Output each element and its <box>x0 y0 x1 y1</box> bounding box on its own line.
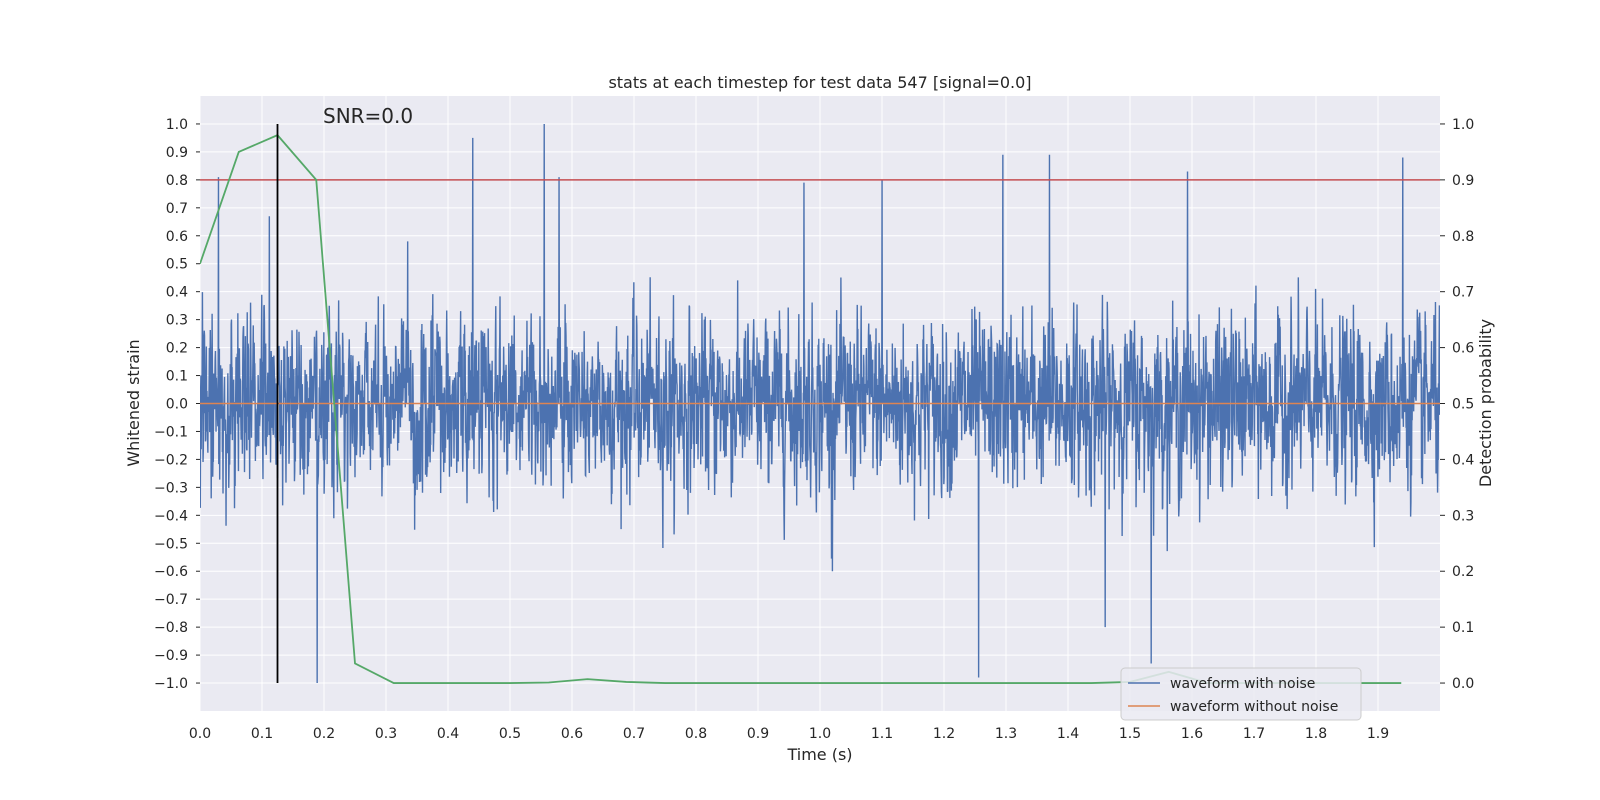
x-tick-label: 0.2 <box>313 726 335 742</box>
y-right-tick-label: 0.0 <box>1452 676 1474 692</box>
waveform-with-noise-line <box>200 123 1440 684</box>
y-right-axis-label: Detection probability <box>1476 319 1495 487</box>
x-tick-label: 0.0 <box>189 726 211 742</box>
y-tick-label: 0.1 <box>166 369 188 385</box>
y-tick-label: −0.4 <box>154 508 188 524</box>
y-tick-label: 0.4 <box>166 285 188 301</box>
y-tick-label: 0.0 <box>166 397 188 413</box>
x-tick-label: 1.5 <box>1119 726 1141 742</box>
legend: waveform with noise waveform without noi… <box>1120 667 1362 721</box>
x-tick-label: 1.7 <box>1243 726 1265 742</box>
y-tick-label: 0.7 <box>166 201 188 217</box>
x-tick-label: 1.0 <box>809 726 831 742</box>
y-tick-label: −0.3 <box>154 480 188 496</box>
y-tick-label: 0.5 <box>166 257 188 273</box>
x-tick-label: 0.5 <box>499 726 521 742</box>
y-tick-label: 0.6 <box>166 229 188 245</box>
y-right-tick-label: 0.5 <box>1452 397 1474 413</box>
y-tick-label: 0.9 <box>166 145 188 161</box>
x-axis-label: Time (s) <box>786 745 852 764</box>
legend-label-clean: waveform without noise <box>1170 699 1338 715</box>
y-right-tick-label: 0.6 <box>1452 341 1474 357</box>
y-right-tick-label: 0.2 <box>1452 564 1474 580</box>
waveform-with-noise-series <box>200 123 1440 684</box>
y-right-tick-label: 0.3 <box>1452 508 1474 524</box>
x-tick-label: 1.4 <box>1057 726 1079 742</box>
y-tick-label: −0.8 <box>154 620 188 636</box>
x-axis-ticks: 0.0 0.1 0.2 0.3 0.4 0.5 0.6 0.7 0.8 0.9 1.0 1.1 1.2 1… <box>189 726 1389 742</box>
y-tick-label: −0.5 <box>154 536 188 552</box>
x-tick-label: 1.6 <box>1181 726 1203 742</box>
x-tick-label: 0.1 <box>251 726 273 742</box>
y-right-tick-label: 0.9 <box>1452 173 1474 189</box>
y-axis-label: Whitened strain <box>124 339 143 466</box>
legend-box <box>1120 667 1362 721</box>
y-tick-label: 0.8 <box>166 173 188 189</box>
x-tick-label: 1.1 <box>871 726 893 742</box>
chart-title: stats at each timestep for test data 547… <box>608 73 1031 92</box>
x-tick-label: 1.2 <box>933 726 955 742</box>
x-tick-label: 1.3 <box>995 726 1017 742</box>
x-tick-label: 0.3 <box>375 726 397 742</box>
y-tick-label: −0.7 <box>154 592 188 608</box>
y-tick-label: −0.2 <box>154 452 188 468</box>
y-tick-label: −0.9 <box>154 648 188 664</box>
y-right-tick-label: 0.1 <box>1452 620 1474 636</box>
x-tick-label: 0.4 <box>437 726 459 742</box>
legend-label-noise: waveform with noise <box>1170 676 1315 692</box>
y-right-tick-label: 0.7 <box>1452 285 1474 301</box>
y-tick-label: −1.0 <box>154 676 188 692</box>
y-tick-label: −0.1 <box>154 424 188 440</box>
x-tick-label: 1.8 <box>1305 726 1327 742</box>
x-tick-label: 0.8 <box>685 726 707 742</box>
y-tick-label: −0.6 <box>154 564 188 580</box>
y-axis-ticks: 1.0 0.9 0.8 0.7 0.6 0.5 0.4 0.3 0.2 0.1 0.0 −0.1 −0.… <box>154 117 200 692</box>
y-right-axis-ticks: 1.0 0.9 0.8 0.7 0.6 0.5 0.4 0.3 0.2 0.1 0.0 <box>1440 117 1474 692</box>
y-tick-label: 0.2 <box>166 341 188 357</box>
y-tick-label: 1.0 <box>166 117 188 133</box>
snr-annotation: SNR=0.0 <box>323 104 413 128</box>
y-tick-label: 0.3 <box>166 313 188 329</box>
x-tick-label: 0.6 <box>561 726 583 742</box>
x-tick-label: 0.7 <box>623 726 645 742</box>
y-right-tick-label: 1.0 <box>1452 117 1474 133</box>
x-tick-label: 1.9 <box>1367 726 1389 742</box>
y-right-tick-label: 0.4 <box>1452 452 1474 468</box>
y-right-tick-label: 0.8 <box>1452 229 1474 245</box>
x-tick-label: 0.9 <box>747 726 769 742</box>
